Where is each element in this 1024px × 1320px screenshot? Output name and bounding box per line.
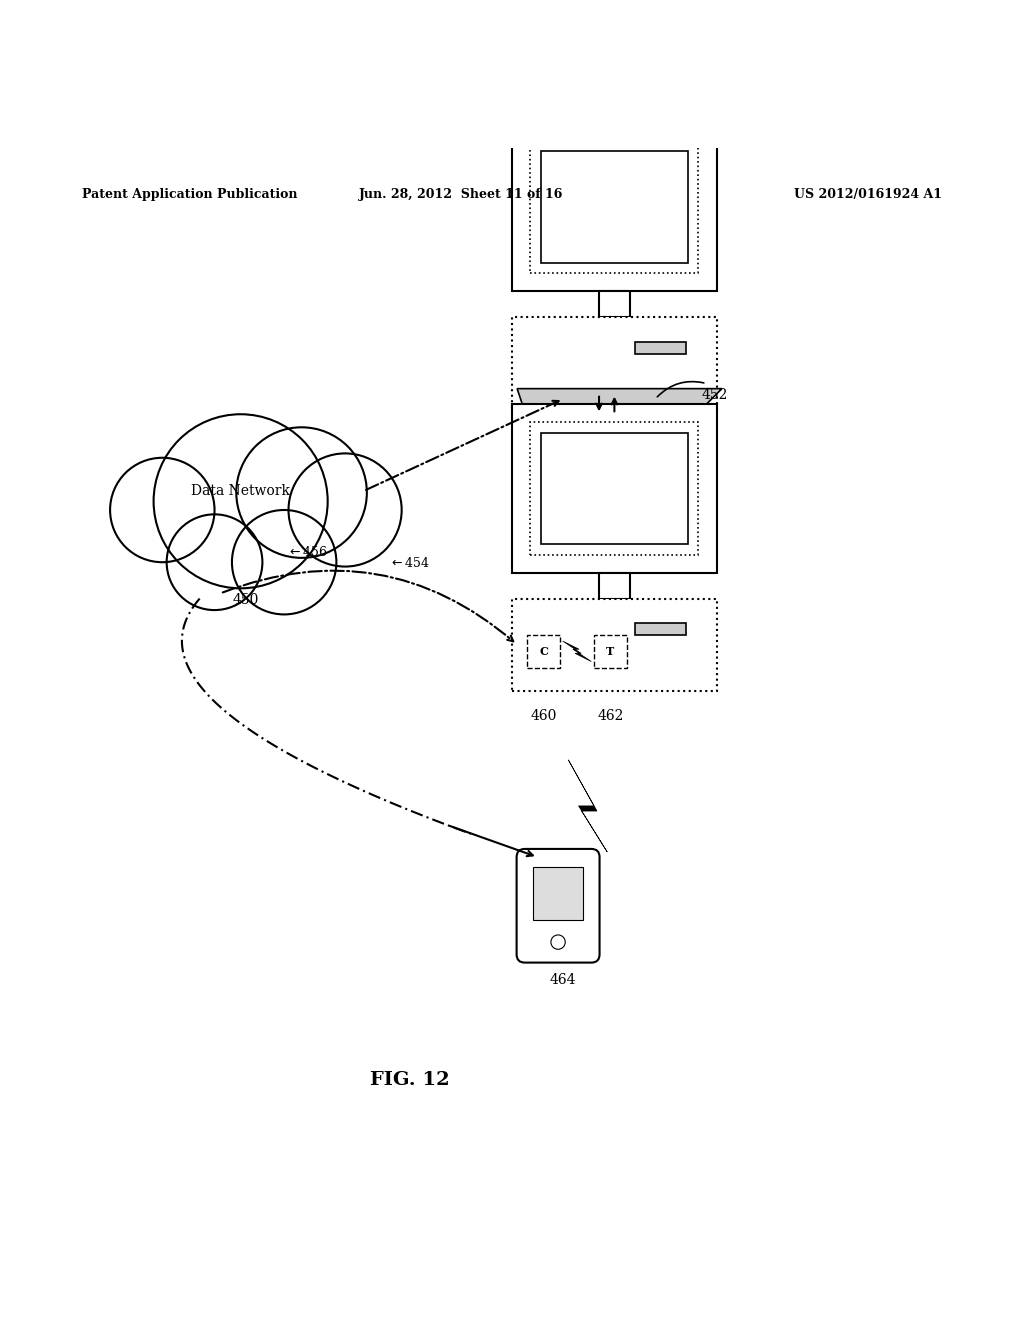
Circle shape: [231, 510, 336, 614]
Circle shape: [110, 458, 214, 562]
FancyBboxPatch shape: [594, 635, 627, 668]
Text: $\leftarrow$456: $\leftarrow$456: [287, 545, 327, 560]
Text: US 2012/0161924 A1: US 2012/0161924 A1: [794, 187, 942, 201]
FancyBboxPatch shape: [512, 123, 717, 292]
FancyBboxPatch shape: [527, 635, 560, 668]
Text: C: C: [540, 645, 548, 657]
Text: T: T: [606, 645, 614, 657]
Polygon shape: [563, 642, 592, 661]
Polygon shape: [568, 760, 607, 851]
Bar: [599, 292, 630, 317]
Text: Patent Application Publication: Patent Application Publication: [82, 187, 297, 201]
Circle shape: [167, 515, 262, 610]
Text: FIG. 12: FIG. 12: [370, 1071, 450, 1089]
Bar: [541, 433, 688, 544]
Text: 452: 452: [701, 388, 728, 403]
Text: 460: 460: [530, 709, 557, 723]
Circle shape: [154, 414, 328, 589]
FancyBboxPatch shape: [512, 404, 717, 573]
FancyBboxPatch shape: [512, 598, 717, 690]
Circle shape: [289, 453, 401, 566]
Bar: [635, 623, 686, 635]
Bar: [530, 422, 698, 554]
Text: 464: 464: [550, 973, 577, 987]
FancyBboxPatch shape: [512, 317, 717, 409]
Circle shape: [237, 428, 367, 558]
Bar: [599, 573, 630, 598]
Polygon shape: [517, 107, 722, 123]
Text: Jun. 28, 2012  Sheet 11 of 16: Jun. 28, 2012 Sheet 11 of 16: [358, 187, 563, 201]
FancyBboxPatch shape: [517, 849, 600, 962]
Bar: [530, 141, 698, 273]
Text: Data Network: Data Network: [191, 484, 290, 498]
Bar: [534, 867, 584, 920]
Polygon shape: [517, 388, 722, 404]
Text: 462: 462: [597, 709, 624, 723]
Bar: [541, 150, 688, 263]
Text: 450: 450: [232, 594, 259, 607]
Bar: [635, 342, 686, 354]
Text: $\leftarrow$454: $\leftarrow$454: [389, 556, 430, 570]
